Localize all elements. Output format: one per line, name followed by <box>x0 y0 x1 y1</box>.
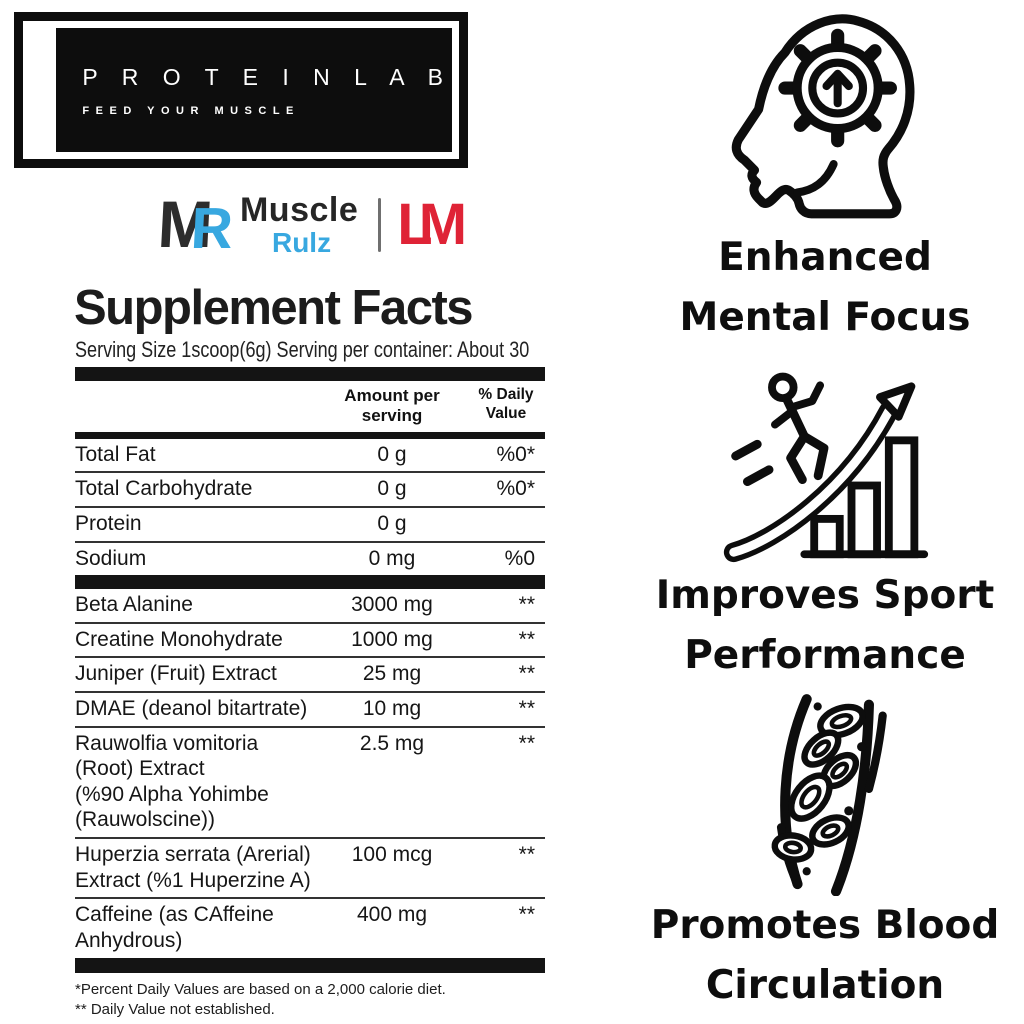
footnote-daily-values: *Percent Daily Values are based on a 2,0… <box>75 980 446 998</box>
blood-circulation-icon <box>771 694 887 896</box>
row-amount: 100 mcg <box>351 843 433 867</box>
column-header-amount: Amount per serving <box>344 386 440 426</box>
benefit-label-sport-performance: Improves Sport Performance <box>655 573 995 679</box>
table-row: Beta Alanine 3000 mg ** <box>75 589 545 622</box>
header-divider-bar <box>75 431 545 439</box>
row-name: Beta Alanine <box>75 593 193 617</box>
table-bottom-bar <box>75 957 545 973</box>
musclerulz-mr-icon: M R <box>156 187 235 263</box>
table-row: Sodium 0 mg %0 <box>75 540 545 576</box>
row-name: Total Carbohydrate <box>75 477 253 501</box>
row-amount: 3000 mg <box>351 593 433 617</box>
row-daily-value: ** <box>518 662 535 686</box>
brand-separator <box>378 198 382 252</box>
brand-row: M R Muscle Rulz L M <box>140 183 485 267</box>
row-daily-value: %0* <box>496 442 535 466</box>
benefits-column: Enhanced Mental Focus <box>626 0 1024 1024</box>
table-row: Juniper (Fruit) Extract 25 mg ** <box>75 656 545 691</box>
musclerulz-rulz: Rulz <box>271 227 332 258</box>
benefit-label-mental-focus: Enhanced Mental Focus <box>679 235 971 341</box>
table-row: Creatine Monohydrate 1000 mg ** <box>75 621 545 657</box>
row-name: Caffeine (as CAffeine Anhydrous) <box>75 903 274 952</box>
row-amount: 2.5 mg <box>359 731 425 755</box>
proteinlab-logo-inner: P L P R O T E I N L A B FEED YOUR MUSCLE <box>23 21 459 159</box>
row-amount: 0 g <box>377 512 407 535</box>
row-name: Juniper (Fruit) Extract <box>75 662 277 686</box>
table-row: Total Fat 0 g %0* <box>75 439 545 472</box>
supplement-facts-title: Supplement Facts <box>74 281 474 335</box>
supplement-facts-table: Amount per serving % Daily Value Total F… <box>75 367 545 1020</box>
table-top-bar <box>75 367 545 381</box>
row-amount: 0 mg <box>368 546 416 570</box>
proteinlab-name: P R O T E I N L A B <box>82 63 452 90</box>
benefit-icon-wrap <box>626 690 1024 896</box>
benefit-icon-wrap <box>626 350 1024 568</box>
row-amount: 10 mg <box>362 697 422 721</box>
row-daily-value: %0 <box>504 546 535 570</box>
table-row: Total Carbohydrate 0 g %0* <box>75 471 545 506</box>
proteinlab-tagline: FEED YOUR MUSCLE <box>82 104 300 117</box>
row-amount: 0 g <box>377 442 407 466</box>
gear-icon <box>777 28 897 148</box>
row-name: DMAE (deanol bitartrate) <box>75 697 308 721</box>
row-daily-value: ** <box>518 593 535 617</box>
row-amount: 0 g <box>377 477 407 501</box>
proteinlab-monogram: P L <box>30 28 57 152</box>
mr-letter-r: R <box>189 196 235 261</box>
lm-letter-m: M <box>418 192 468 257</box>
serving-size-line: Serving Size 1scoop(6g) Serving per cont… <box>75 337 530 362</box>
row-name: Creatine Monohydrate <box>75 627 283 651</box>
proteinlab-wordmark-box: P R O T E I N L A B FEED YOUR MUSCLE <box>56 28 452 152</box>
speed-dashes-icon <box>731 439 774 487</box>
row-daily-value: %0* <box>496 477 535 501</box>
row-daily-value: ** <box>518 903 535 927</box>
row-name: Protein <box>75 512 142 535</box>
proteinlab-logo: P L P R O T E I N L A B FEED YOUR MUSCLE <box>14 12 468 168</box>
blood-cells <box>771 703 866 863</box>
row-name: Rauwolfia vomitoria (Root) Extract (%90 … <box>75 731 269 832</box>
footnote-not-established: ** Daily Value not established. <box>75 1000 275 1018</box>
musclerulz-wordmark: Muscle Rulz <box>240 193 358 257</box>
table-header-row: Amount per serving % Daily Value <box>75 381 545 432</box>
bar-chart-icon <box>800 436 929 559</box>
sport-performance-icon <box>723 372 929 563</box>
row-name: Sodium <box>75 546 147 570</box>
row-daily-value: ** <box>518 697 535 721</box>
row-daily-value: ** <box>518 843 535 867</box>
column-header-daily-value: % Daily Value <box>478 386 534 422</box>
benefit-label-blood-circulation: Promotes Blood Circulation <box>650 903 1000 1009</box>
brain-gear-icon <box>731 14 914 219</box>
row-name: Huperzia serrata (Arerial) Extract (%1 H… <box>75 843 311 892</box>
table-row: DMAE (deanol bitartrate) 10 mg ** <box>75 691 545 726</box>
table-row: Caffeine (as CAffeine Anhydrous) 400 mg … <box>75 897 545 957</box>
row-amount: 400 mg <box>356 903 428 927</box>
benefit-icon-wrap <box>626 12 1024 230</box>
lm-letter-l: L <box>397 192 433 257</box>
row-amount: 1000 mg <box>351 627 433 651</box>
musclerulz-muscle: Muscle <box>239 191 359 229</box>
cell-dots <box>802 702 867 876</box>
table-row: Rauwolfia vomitoria (Root) Extract (%90 … <box>75 725 545 837</box>
row-daily-value: ** <box>518 731 535 755</box>
row-name: Total Fat <box>75 442 156 466</box>
table-row: Huperzia serrata (Arerial) Extract (%1 H… <box>75 837 545 897</box>
ingredients-divider-bar <box>75 575 545 590</box>
lm-logo: L M <box>397 196 467 254</box>
up-arrow-icon <box>821 69 853 108</box>
runner-icon <box>768 372 829 485</box>
growth-arrow-icon <box>723 382 916 563</box>
table-row: Protein 0 g <box>75 506 545 541</box>
row-daily-value: ** <box>518 627 535 651</box>
row-amount: 25 mg <box>362 662 422 686</box>
